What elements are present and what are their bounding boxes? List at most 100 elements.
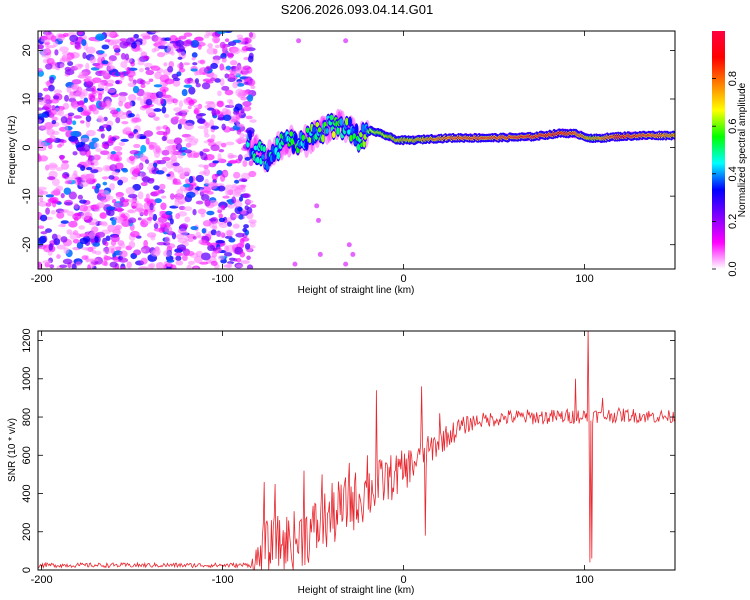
noise-blob [210,229,217,236]
noise-blob [228,237,236,243]
noise-blob [212,160,220,164]
noise-blob [179,173,186,180]
noise-blob [178,67,186,73]
noise-blob [77,31,84,36]
snr-ytick-label: 800 [21,408,33,426]
noise-blob [198,68,203,76]
noise-blob [161,195,167,199]
noise-blob [129,155,135,162]
noise-blob [92,178,97,183]
noise-blob [107,224,116,233]
noise-blob [150,250,161,257]
noise-blob [89,172,95,179]
noise-blob [249,221,256,228]
noise-blob [132,85,140,94]
noise-blob [128,93,137,102]
noise-blob [160,222,167,228]
noise-blob [193,256,203,264]
noise-blob [114,52,120,56]
noise-blob [115,162,124,170]
noise-blob [85,120,91,128]
noise-blob [120,138,129,143]
colorbar-tick-label: 0.8 [727,71,739,86]
noise-blob [82,52,87,60]
noise-blob [98,50,105,54]
noise-blob [205,100,215,105]
noise-blob [186,264,192,269]
noise-blob [38,119,42,124]
noise-blob [222,114,232,121]
ridge-core [305,127,310,133]
noise-blob [218,148,225,153]
noise-blob [164,145,174,151]
noise-blob [218,217,226,223]
noise-blob [102,181,108,186]
noise-blob [121,121,129,125]
spectrogram-xtick-label: 0 [400,273,406,285]
noise-blob [239,132,245,139]
noise-blob [133,143,141,149]
noise-blob [140,248,147,253]
noise-blob [142,55,150,60]
noise-blob [91,250,97,254]
noise-blob [117,216,124,224]
noise-blob [205,153,215,161]
noise-blob [202,148,210,153]
noise-blob [241,45,250,52]
noise-blob [234,179,240,184]
noise-blob [245,199,254,204]
noise-blob [60,193,65,199]
noise-blob [58,109,65,117]
noise-blob [133,154,140,160]
noise-blob [162,88,167,97]
snr-ytick-label: 600 [21,446,33,464]
noise-blob [150,31,161,34]
noise-blob [185,178,190,184]
noise-blob [178,100,184,108]
noise-blob [238,196,244,202]
noise-blob [169,150,178,156]
noise-blob [175,213,181,220]
noise-blob [119,266,127,269]
noise-blob [107,88,116,94]
noise-blob [181,109,189,113]
noise-blob [139,153,146,161]
noise-blob [59,46,69,53]
noise-blob [207,43,213,48]
noise-blob [89,56,97,64]
noise-blob [174,199,180,208]
noise-blob [215,141,223,146]
noise-blob [199,59,206,65]
noise-blob [45,63,53,70]
noise-blob [190,225,199,231]
noise-blob [63,199,74,206]
noise-blob [248,160,254,167]
noise-blob [102,124,109,129]
noise-blob [80,212,90,221]
spectrogram-xtick-label: 100 [575,273,593,285]
noise-blob [72,238,80,244]
ridge-core [301,134,306,142]
noise-blob [91,185,97,190]
noise-blob [56,254,61,259]
noise-blob [107,209,115,217]
noise-blob [236,184,246,190]
ridge-core [344,117,349,126]
noise-blob [220,204,226,209]
noise-blob [240,96,248,101]
noise-blob [38,186,47,191]
noise-blob [71,263,77,269]
noise-blob [127,113,135,118]
noise-blob [188,175,194,184]
noise-blob [73,170,78,177]
noise-blob [38,155,49,162]
noise-blob [85,115,92,122]
noise-blob [135,164,143,169]
noise-blob [101,70,109,77]
noise-blob [138,266,149,269]
noise-blob [250,204,257,208]
noise-blob [130,61,135,67]
noise-blob [140,83,146,89]
noise-blob [49,264,55,269]
noise-blob [76,242,84,249]
